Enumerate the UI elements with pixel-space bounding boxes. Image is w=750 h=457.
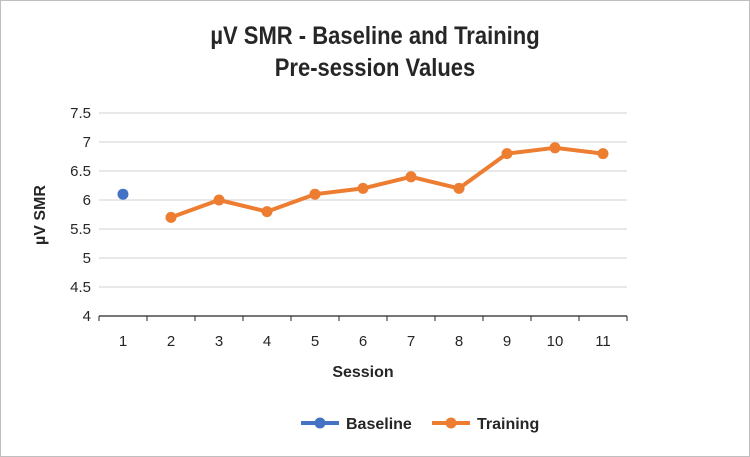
x-tick-label: 11: [595, 333, 611, 350]
legend-baseline-marker: [314, 417, 326, 429]
training-data-point: [261, 206, 273, 218]
y-tick-label: 6.5: [70, 163, 91, 180]
x-tick-label: 9: [503, 333, 511, 350]
training-data-point: [357, 182, 369, 194]
x-tick-label: 3: [215, 333, 223, 350]
y-tick-label: 7.5: [70, 105, 91, 122]
training-data-point: [405, 171, 417, 183]
x-tick-label: 6: [359, 333, 367, 350]
training-data-point: [213, 194, 225, 206]
x-tick-label: 7: [407, 333, 415, 350]
training-series-line: [170, 145, 604, 220]
x-tick-label: 1: [119, 333, 127, 350]
training-data-point: [501, 148, 513, 160]
baseline-data-point: [117, 188, 129, 200]
y-tick-label: 5.5: [70, 221, 91, 238]
training-data-point: [165, 211, 177, 223]
y-tick-label: 5: [83, 250, 91, 267]
training-data-point: [309, 188, 321, 200]
chart-title-line-2: Pre-session Values: [274, 54, 476, 82]
training-data-point: [549, 142, 561, 154]
y-tick-label: 6: [83, 192, 91, 209]
training-data-point: [597, 148, 609, 160]
y-axis-label: µV SMR: [32, 185, 49, 245]
legend-baseline-label: Baseline: [346, 416, 412, 433]
x-tick-label: 2: [167, 333, 175, 350]
legend-training-label: Training: [477, 416, 539, 433]
y-tick-label: 7: [83, 134, 91, 151]
y-tick-label: 4.5: [70, 279, 91, 296]
legend-training-marker: [445, 417, 457, 429]
chart-title: µV SMR - Baseline and Training Pre-sessi…: [45, 20, 705, 84]
x-tick-label: 5: [311, 333, 319, 350]
x-axis-label: Session: [332, 364, 393, 381]
training-data-point: [453, 182, 465, 194]
x-tick-label: 8: [455, 333, 463, 350]
y-tick-label: 4: [83, 308, 91, 325]
x-tick-label: 10: [547, 333, 564, 350]
chart-title-line-1: µV SMR - Baseline and Training: [210, 22, 540, 50]
x-tick-label: 4: [263, 333, 271, 350]
